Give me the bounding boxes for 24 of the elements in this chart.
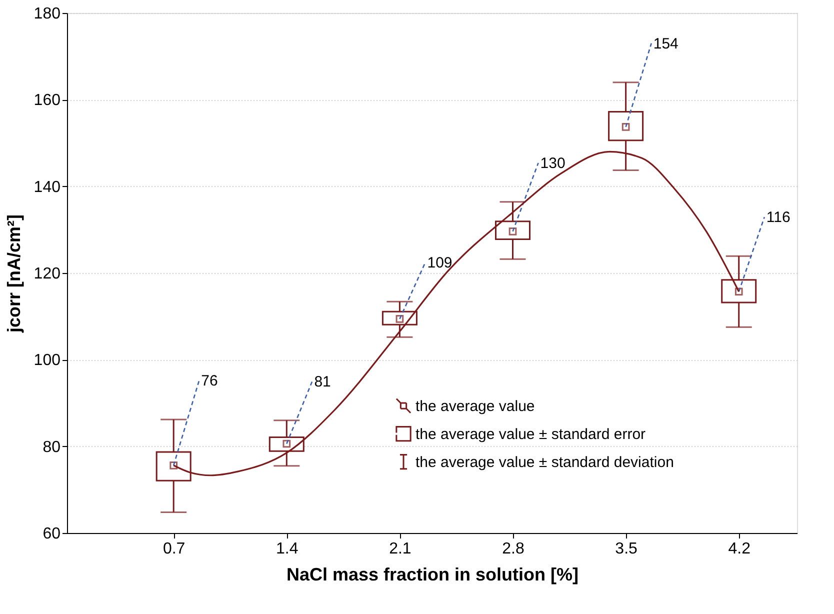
x-tick-label: 0.7: [162, 540, 186, 558]
annotation: the average value ± standard deviation: [416, 454, 674, 471]
x-tick-label: 3.5: [615, 540, 638, 558]
annotation: the average value: [416, 398, 535, 415]
y-tick-label: 180: [34, 6, 61, 22]
text: 81: [314, 373, 331, 390]
x-tick-label: 1.4: [276, 540, 298, 558]
y-tick-label: 160: [34, 92, 61, 110]
text: 130: [540, 154, 566, 172]
y-tick-label: 140: [34, 178, 61, 196]
y-tick-label: 60: [42, 526, 61, 542]
text: 109: [427, 254, 452, 272]
text: 76: [201, 372, 218, 390]
y-tick-label: 100: [34, 352, 61, 370]
text: 116: [766, 209, 790, 226]
x-tick-label: 2.8: [502, 540, 524, 558]
x-tick-label: 2.1: [389, 540, 412, 558]
y-tick-label: 120: [34, 266, 61, 282]
annotation: the average value ± standard error: [416, 426, 646, 443]
y-axis-title: jcorr [nA/cm²]: [4, 214, 24, 334]
x-tick-label: 4.2: [728, 540, 751, 558]
text: 154: [653, 35, 678, 52]
x-axis-title: NaCl mass fraction in solution [%]: [286, 564, 579, 584]
y-tick-label: 80: [42, 438, 61, 456]
